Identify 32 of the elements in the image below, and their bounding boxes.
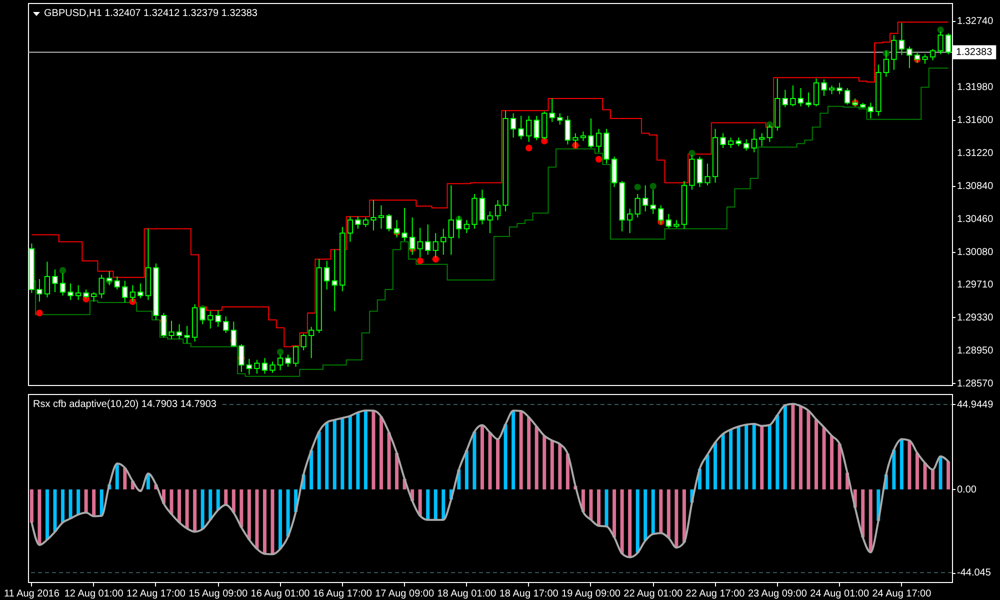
x-tick-label: 24 Aug 01:00 (810, 588, 870, 600)
y-tick-label: 1.31220 (957, 148, 994, 160)
x-tick-label: 16 Aug 01:00 (250, 588, 310, 600)
y-tick-label: 1.32740 (957, 16, 994, 28)
x-tick-label: 23 Aug 09:00 (748, 588, 808, 600)
x-tick-label: 22 Aug 17:00 (686, 588, 746, 600)
x-tick-label: 12 Aug 17:00 (126, 588, 186, 600)
x-tick-label: 12 Aug 01:00 (64, 588, 124, 600)
x-tick-label: 18 Aug 01:00 (437, 588, 497, 600)
x-tick-label: 19 Aug 09:00 (562, 588, 621, 600)
y-tick-label: 1.29330 (957, 312, 994, 324)
y-tick-label: 1.30080 (957, 247, 994, 258)
x-tick-label: 11 Aug 2016 (4, 588, 60, 600)
y-tick-label: 1.30460 (957, 214, 994, 226)
y-tick-label: 0.00 (957, 484, 977, 496)
y-tick-label: 1.28950 (957, 345, 994, 356)
text: Rsx cfb adaptive(10,20) 14.7903 14.7903 (33, 399, 217, 410)
y-tick-label: -44.045 (957, 568, 992, 579)
y-tick-label: 1.28570 (957, 378, 994, 390)
y-tick-label: 1.31980 (957, 82, 994, 94)
x-tick-label: 15 Aug 09:00 (188, 588, 248, 600)
x-tick-label: 24 Aug 17:00 (872, 588, 932, 600)
x-tick-label: 18 Aug 17:00 (499, 588, 559, 600)
ref-line-label: 1.32383 (956, 47, 993, 58)
y-tick-label: 1.29710 (957, 279, 994, 290)
x-tick-label: 22 Aug 01:00 (624, 588, 684, 600)
y-tick-label: 1.30840 (957, 181, 994, 192)
x-tick-label: 16 Aug 17:00 (312, 588, 372, 600)
x-tick-label: 17 Aug 09:00 (375, 588, 434, 600)
chart-title: GBPUSD,H1 1.32407 1.32412 1.32379 1.32383 (44, 8, 258, 19)
y-tick-label: 44.9449 (957, 399, 994, 410)
y-tick-label: 1.31600 (957, 115, 994, 126)
